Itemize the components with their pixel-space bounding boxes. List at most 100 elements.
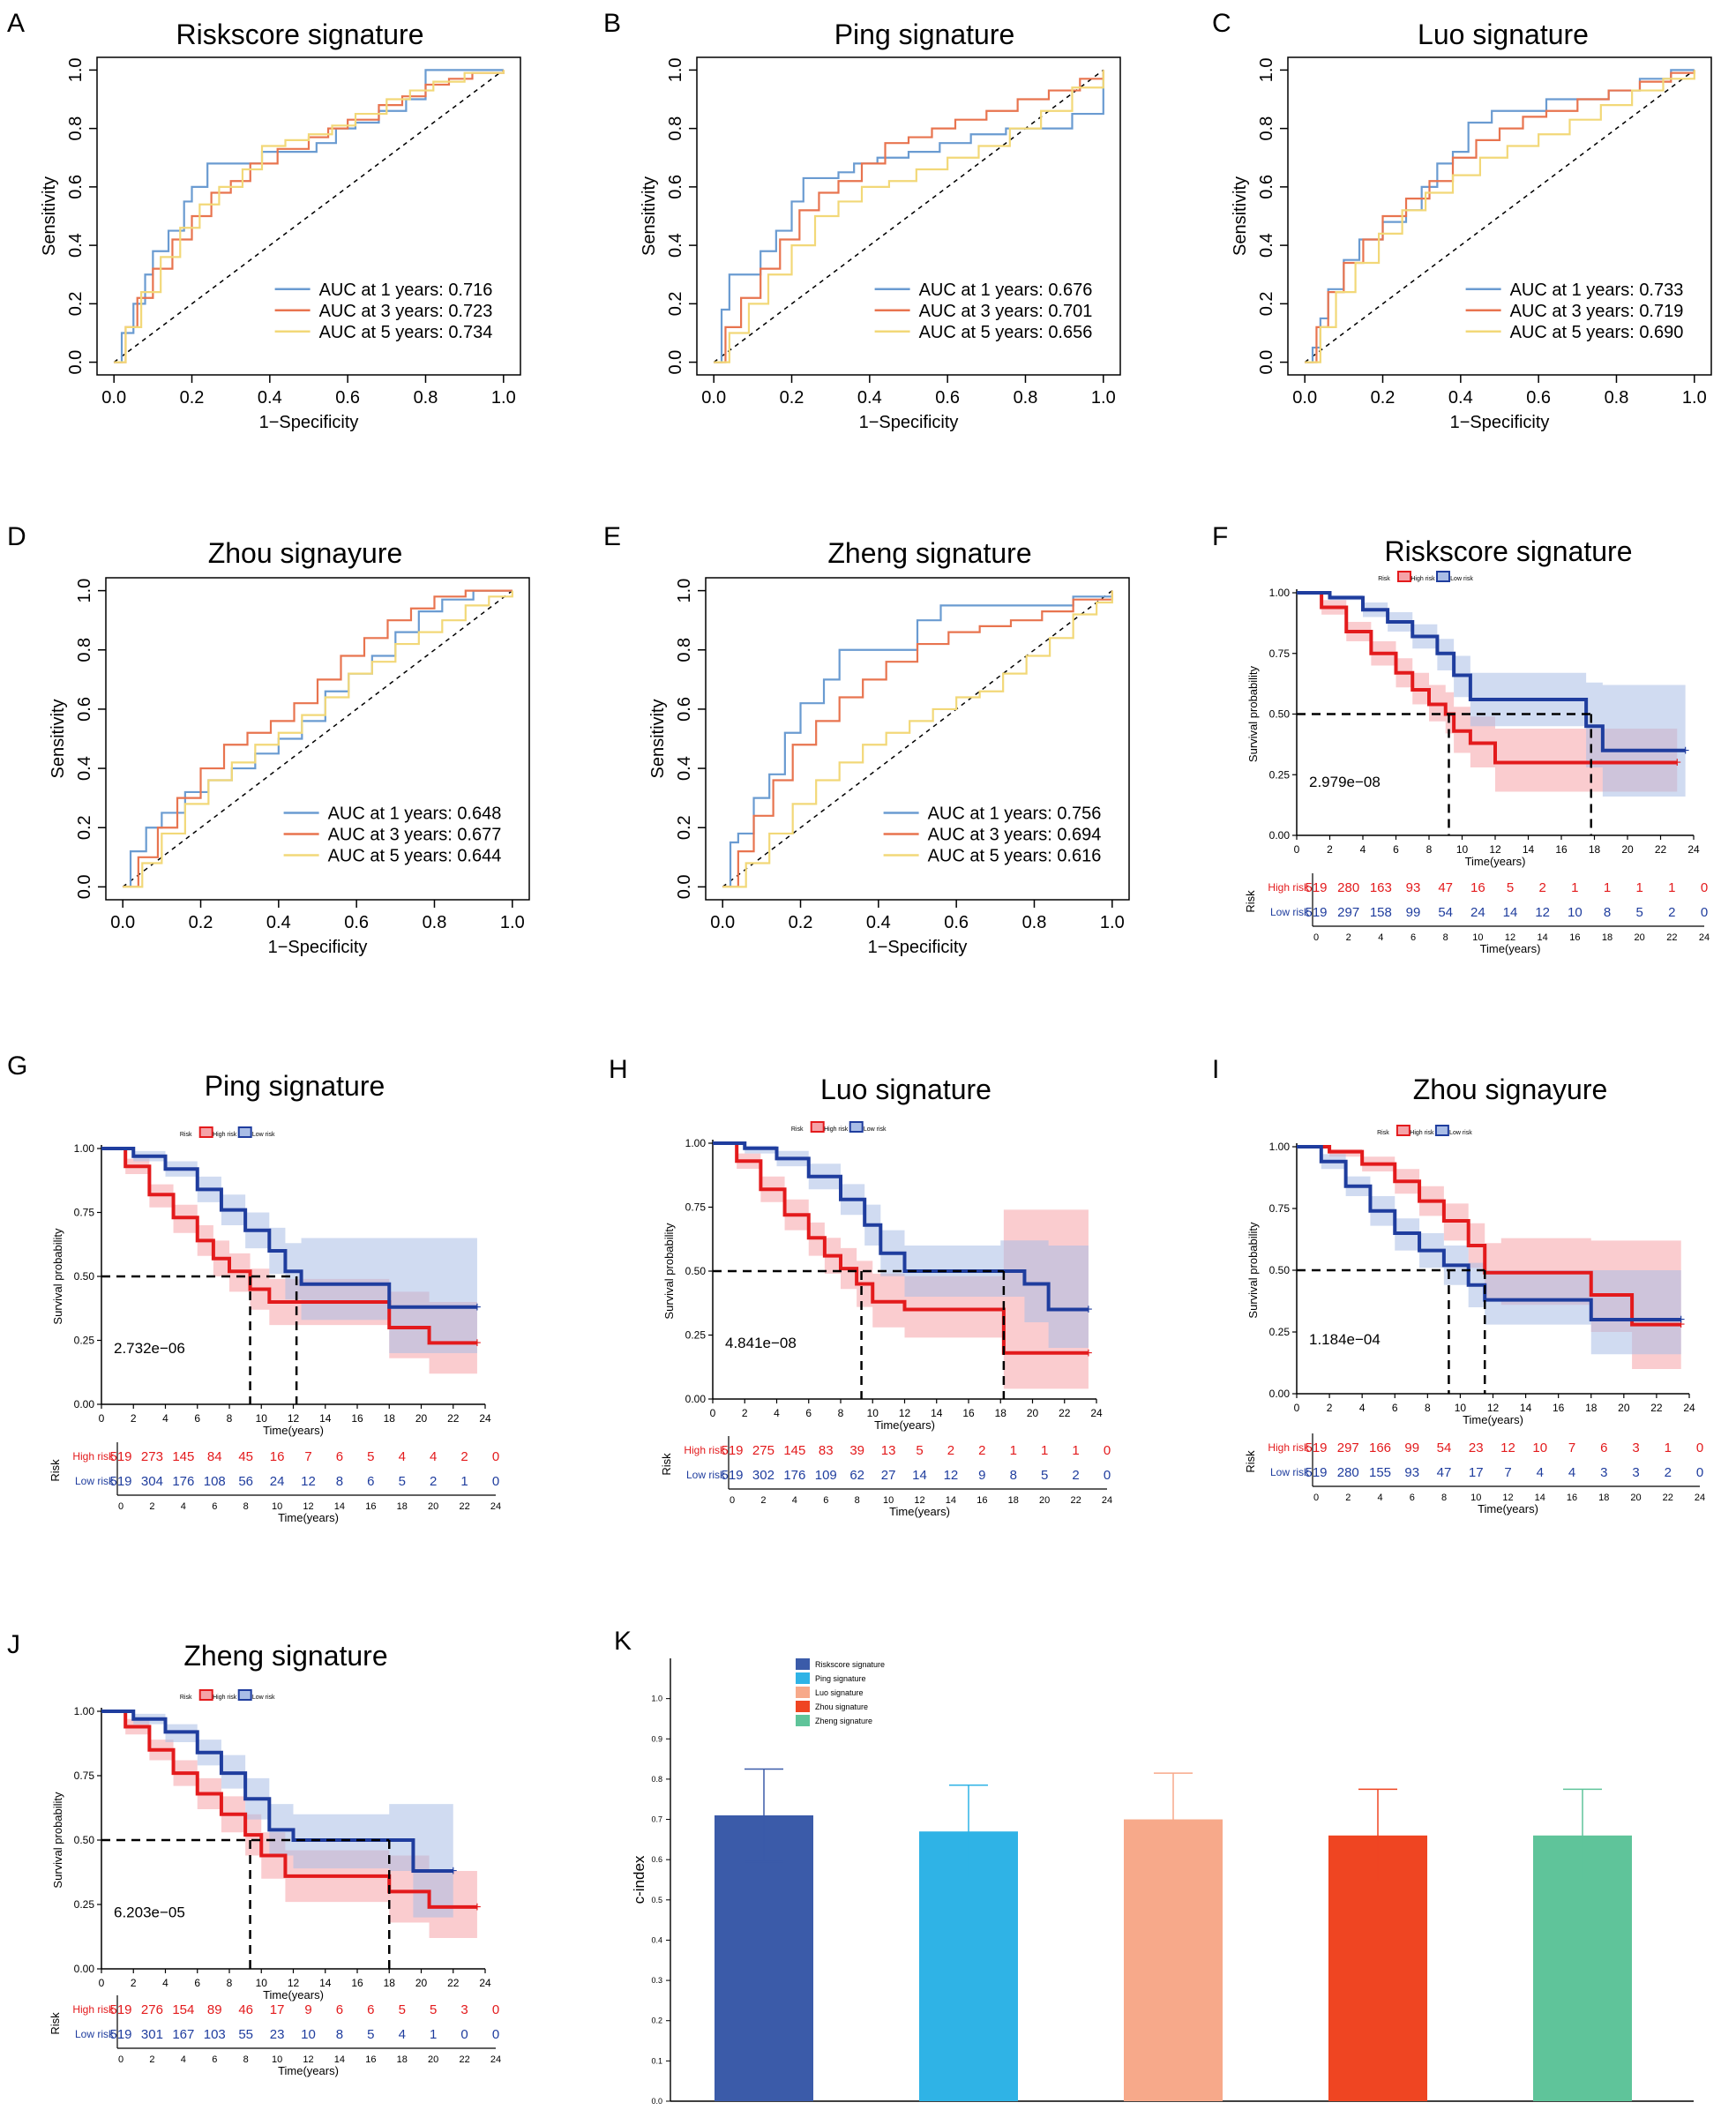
risk-table-label: Risk [1244,1450,1257,1473]
x-tick-label: 8 [227,1412,233,1425]
legend-swatch [796,1701,810,1712]
x-tick-label: 1.0 [1100,913,1125,932]
risk-table-count: 3 [460,2002,468,2017]
risk-table-count: 3 [1600,1465,1607,1480]
x-tick-label: 0.6 [935,388,960,408]
risk-table-count: 0 [492,1474,499,1489]
x-tick-label: 6 [194,1412,200,1425]
x-tick-label: 22 [1655,843,1667,856]
risk-table-count: 176 [172,1474,194,1489]
legend-label: Low risk [1449,1130,1472,1136]
legend-swatch-high [1397,571,1411,582]
x-tick-label: 2 [1327,1402,1333,1414]
risk-table-count: 2 [1668,905,1675,920]
roc-curve-y3 [114,70,505,363]
risk-table-count: 10 [1568,905,1583,920]
y-tick-label: 0.4 [666,233,685,258]
x-tick-label: 6 [1392,1402,1398,1414]
risk-table-x-tick-label: 22 [459,1501,469,1512]
confidence-band-low [1297,593,1686,797]
y-axis-label: Sensitivity [640,176,659,256]
risk-table-count: 13 [881,1443,896,1458]
risk-table-count: 519 [721,1468,743,1483]
risk-table-count: 10 [301,2027,316,2042]
x-axis-label: 1−Specificity [259,413,359,432]
x-tick-label: 0.4 [857,388,882,408]
risk-table-x-tick-label: 2 [149,1501,154,1512]
x-tick-label: 0.2 [789,913,813,932]
risk-table-row-label: High risk [684,1444,726,1456]
panel-label: A [7,9,25,38]
x-axis-label: Time(years) [874,1418,935,1432]
risk-table-count: 2 [947,1443,954,1458]
x-tick-label: 14 [931,1407,943,1419]
chart-title: Ping signature [205,1070,385,1102]
risk-table-count: 7 [1504,1465,1511,1480]
x-axis-label: 1−Specificity [1450,413,1550,432]
confidence-band-high [101,1711,477,1938]
x-tick-label: 16 [1555,843,1568,856]
survival-curve-low [1297,1145,1681,1321]
risk-table-count: 1 [1635,880,1642,895]
risk-table-x-tick-label: 6 [212,1501,217,1512]
roc-curve-y3 [1305,70,1695,363]
risk-table-count: 9 [978,1468,985,1483]
censor-mark: + [473,1300,481,1315]
legend-title: Risk [1378,576,1390,582]
x-tick-label: 16 [962,1407,975,1419]
risk-table-x-tick-label: 0 [730,1495,735,1506]
y-tick-label: 0.7 [651,1815,662,1824]
risk-table-count: 5 [399,2002,406,2017]
risk-table-x-axis-label: Time(years) [278,2064,339,2077]
risk-table-x-tick-label: 16 [365,1501,376,1512]
risk-table-count: 23 [1469,1440,1484,1455]
legend-label: AUC at 5 years: 0.616 [928,846,1102,865]
x-tick-label: 20 [415,1977,428,1989]
legend-label: AUC at 1 years: 0.733 [1510,281,1684,300]
chart-title: Luo signature [820,1074,991,1105]
chart-title: Zhou signayure [1413,1074,1608,1105]
risk-table-count: 297 [1337,1440,1359,1455]
risk-table-count: 5 [916,1443,923,1458]
x-tick-label: 0 [99,1977,105,1989]
x-tick-label: 0.2 [180,388,205,408]
legend-swatch-low [237,1689,252,1701]
x-tick-label: 0.8 [1014,388,1038,408]
x-tick-label: 0.2 [1371,388,1396,408]
risk-table-x-tick-label: 2 [149,2054,154,2065]
risk-table-x-tick-label: 22 [1070,1495,1081,1506]
confidence-band-low [1297,1147,1681,1355]
roc-curve-y1 [722,590,1113,888]
x-tick-label: 2 [131,1412,137,1425]
roc-curve-y5 [1305,70,1695,363]
risk-table-count: 12 [301,1474,316,1489]
risk-table-count: 4 [430,1449,437,1464]
risk-table-count: 519 [109,2027,131,2042]
legend-label: Zhou signature [815,1702,868,1711]
x-tick-label: 16 [1553,1402,1565,1414]
risk-table-x-tick-label: 22 [1666,932,1677,943]
confidence-band-low [713,1143,1089,1348]
roc-curve-y5 [722,590,1113,888]
risk-table-count: 1 [1072,1443,1079,1458]
risk-table-count: 8 [336,2027,343,2042]
risk-table-row-label: Low risk [75,2028,115,2040]
legend-swatch [796,1687,810,1698]
x-tick-label: 0.8 [414,388,438,408]
risk-table-x-tick-label: 22 [459,2054,469,2065]
x-tick-label: 0.0 [701,388,726,408]
x-tick-label: 18 [1585,1402,1598,1414]
diagonal-reference-line [713,69,1104,363]
risk-table-x-tick-label: 20 [1630,1493,1641,1503]
legend-label: AUC at 5 years: 0.690 [1510,323,1684,342]
y-tick-label: 0.75 [74,1770,95,1782]
plot-frame [96,56,521,376]
chart-title: Ping signature [834,19,1015,50]
risk-table-x-tick-label: 4 [792,1495,797,1506]
x-tick-label: 8 [227,1977,233,1989]
risk-table-count: 5 [1507,880,1514,895]
y-tick-label: 0.75 [1269,647,1291,660]
y-tick-label: 0.75 [1269,1202,1291,1215]
